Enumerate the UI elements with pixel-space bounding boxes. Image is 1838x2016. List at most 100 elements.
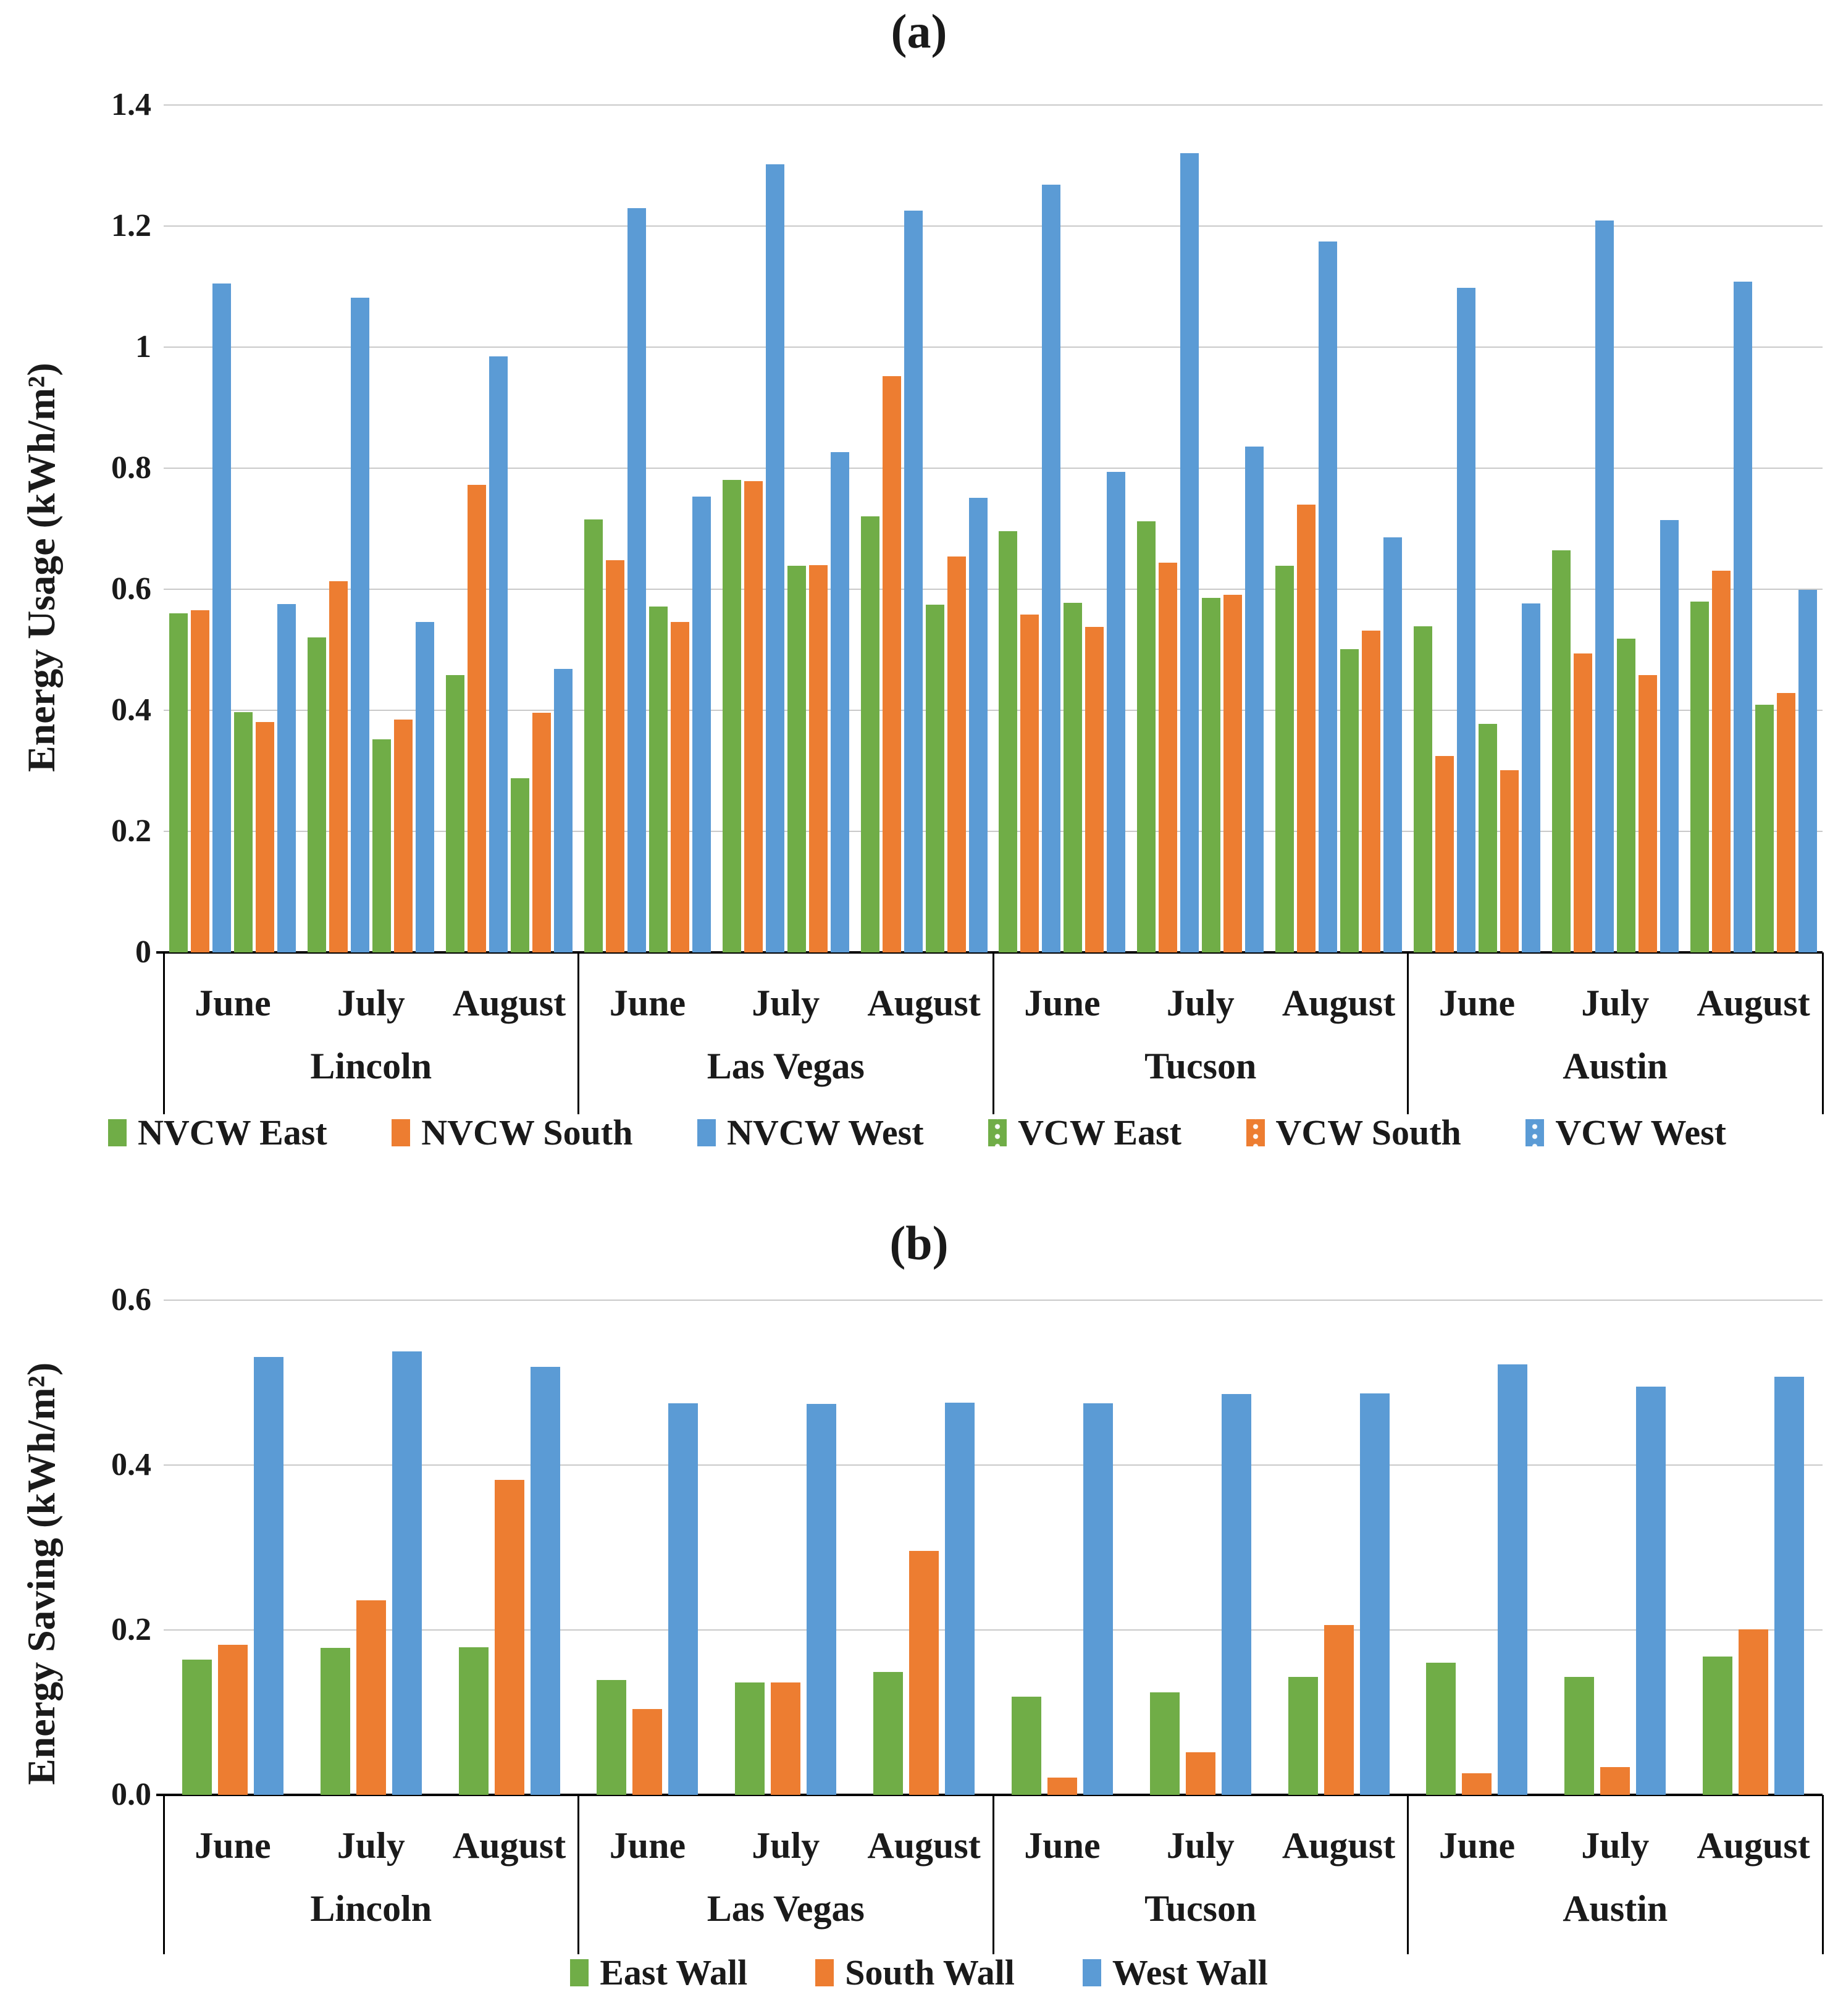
gridline: [164, 346, 1823, 348]
bar: [394, 720, 413, 952]
bar: [392, 1351, 422, 1795]
city-divider: [1407, 952, 1409, 1114]
bar: [925, 605, 944, 952]
city-label: Las Vegas: [707, 1046, 865, 1086]
bar: [605, 560, 624, 952]
bar: [554, 669, 573, 952]
city-label: Lincoln: [310, 1046, 432, 1086]
bar: [1774, 1377, 1805, 1795]
gridline: [164, 831, 1823, 832]
legend-swatch-vcw-west: [1525, 1119, 1545, 1146]
bar: [351, 298, 370, 952]
bar: [1324, 1625, 1354, 1795]
gridline: [164, 1300, 1823, 1301]
bar: [356, 1600, 386, 1795]
bar: [1478, 724, 1497, 952]
bar: [722, 480, 741, 952]
x-axis-line: [156, 951, 1823, 954]
gridline: [164, 589, 1823, 590]
bar: [532, 713, 552, 952]
month-label: July: [752, 1825, 820, 1866]
bar: [320, 1648, 350, 1795]
bar: [468, 485, 487, 952]
panel-a-plot-area: [156, 104, 1823, 954]
y-axis-tick-label: 1.4: [111, 87, 151, 122]
panel-a-y-axis-title: Energy Usage (kWh/m²): [19, 363, 63, 772]
bar: [1776, 693, 1795, 952]
city-divider: [1407, 1795, 1409, 1954]
gridline: [164, 1464, 1823, 1466]
month-label: August: [1282, 1825, 1396, 1866]
bar: [1426, 1663, 1456, 1795]
gridline: [164, 104, 1823, 106]
legend-swatch-nvcw-south: [392, 1119, 411, 1146]
bar: [494, 1480, 524, 1795]
legend-swatch-vcw-east: [988, 1119, 1007, 1146]
bar: [807, 1404, 837, 1795]
bar: [1798, 590, 1817, 952]
legend-item: VCW East: [988, 1112, 1181, 1153]
bar: [234, 712, 253, 952]
gridline: [164, 1629, 1823, 1631]
month-label: July: [337, 1825, 405, 1866]
bar: [1202, 598, 1221, 952]
city-divider: [577, 952, 579, 1114]
month-label: July: [1166, 983, 1235, 1023]
month-label: June: [609, 983, 686, 1023]
bar: [212, 284, 232, 952]
bar: [1383, 537, 1403, 952]
bar: [1564, 1677, 1595, 1795]
city-divider: [162, 1795, 165, 1954]
bar: [530, 1367, 560, 1795]
bar: [1711, 571, 1731, 952]
legend-label: NVCW East: [138, 1112, 327, 1153]
bar: [458, 1647, 489, 1795]
month-label: August: [452, 1825, 566, 1866]
bar: [511, 778, 530, 952]
legend-label: NVCW West: [727, 1112, 924, 1153]
city-divider: [992, 1795, 994, 1954]
panel-a-title: (a): [891, 4, 947, 58]
bar: [1636, 1387, 1666, 1795]
bar: [1595, 220, 1614, 952]
bar: [277, 604, 296, 952]
bar: [945, 1403, 975, 1795]
bar: [1340, 649, 1359, 952]
legend-item: West Wall: [1082, 1952, 1268, 1993]
x-axis-line: [156, 1794, 1823, 1796]
y-axis-tick-label: 0.6: [111, 1282, 151, 1317]
bar: [909, 1551, 939, 1795]
bar: [308, 637, 327, 952]
legend-label: NVCW South: [421, 1112, 633, 1153]
bar: [169, 613, 188, 952]
legend-item: South Wall: [815, 1952, 1015, 1993]
month-label: July: [752, 983, 820, 1023]
month-label: August: [1697, 983, 1810, 1023]
city-label: Tucson: [1144, 1888, 1257, 1929]
bar: [860, 516, 879, 952]
panel-b-y-axis-title: Energy Saving (kWh/m²): [19, 1362, 63, 1785]
y-axis-tick-label: 0.2: [111, 813, 151, 849]
bar: [1462, 1773, 1492, 1795]
legend-item: East Wall: [570, 1952, 747, 1993]
month-label: August: [1282, 983, 1396, 1023]
bar: [329, 581, 348, 952]
city-label: Tucson: [1144, 1046, 1257, 1086]
bar: [1221, 1394, 1251, 1795]
panel-b-category-axis: June July August June July August June July Augu…: [162, 1795, 1824, 1954]
bar: [670, 622, 689, 952]
bar: [1755, 705, 1774, 952]
bar: [1703, 1657, 1733, 1795]
bar: [808, 565, 828, 952]
gridline: [164, 225, 1823, 227]
legend-label: West Wall: [1112, 1952, 1268, 1993]
panel-b-plot-area: [156, 1300, 1823, 1796]
bar: [1020, 615, 1039, 952]
bar: [256, 722, 275, 952]
bar: [1739, 1629, 1769, 1795]
legend-swatch-south-wall: [815, 1959, 834, 1986]
bar: [787, 566, 806, 952]
bar: [1137, 521, 1156, 952]
legend-item: NVCW South: [392, 1112, 632, 1153]
bar: [627, 208, 646, 952]
